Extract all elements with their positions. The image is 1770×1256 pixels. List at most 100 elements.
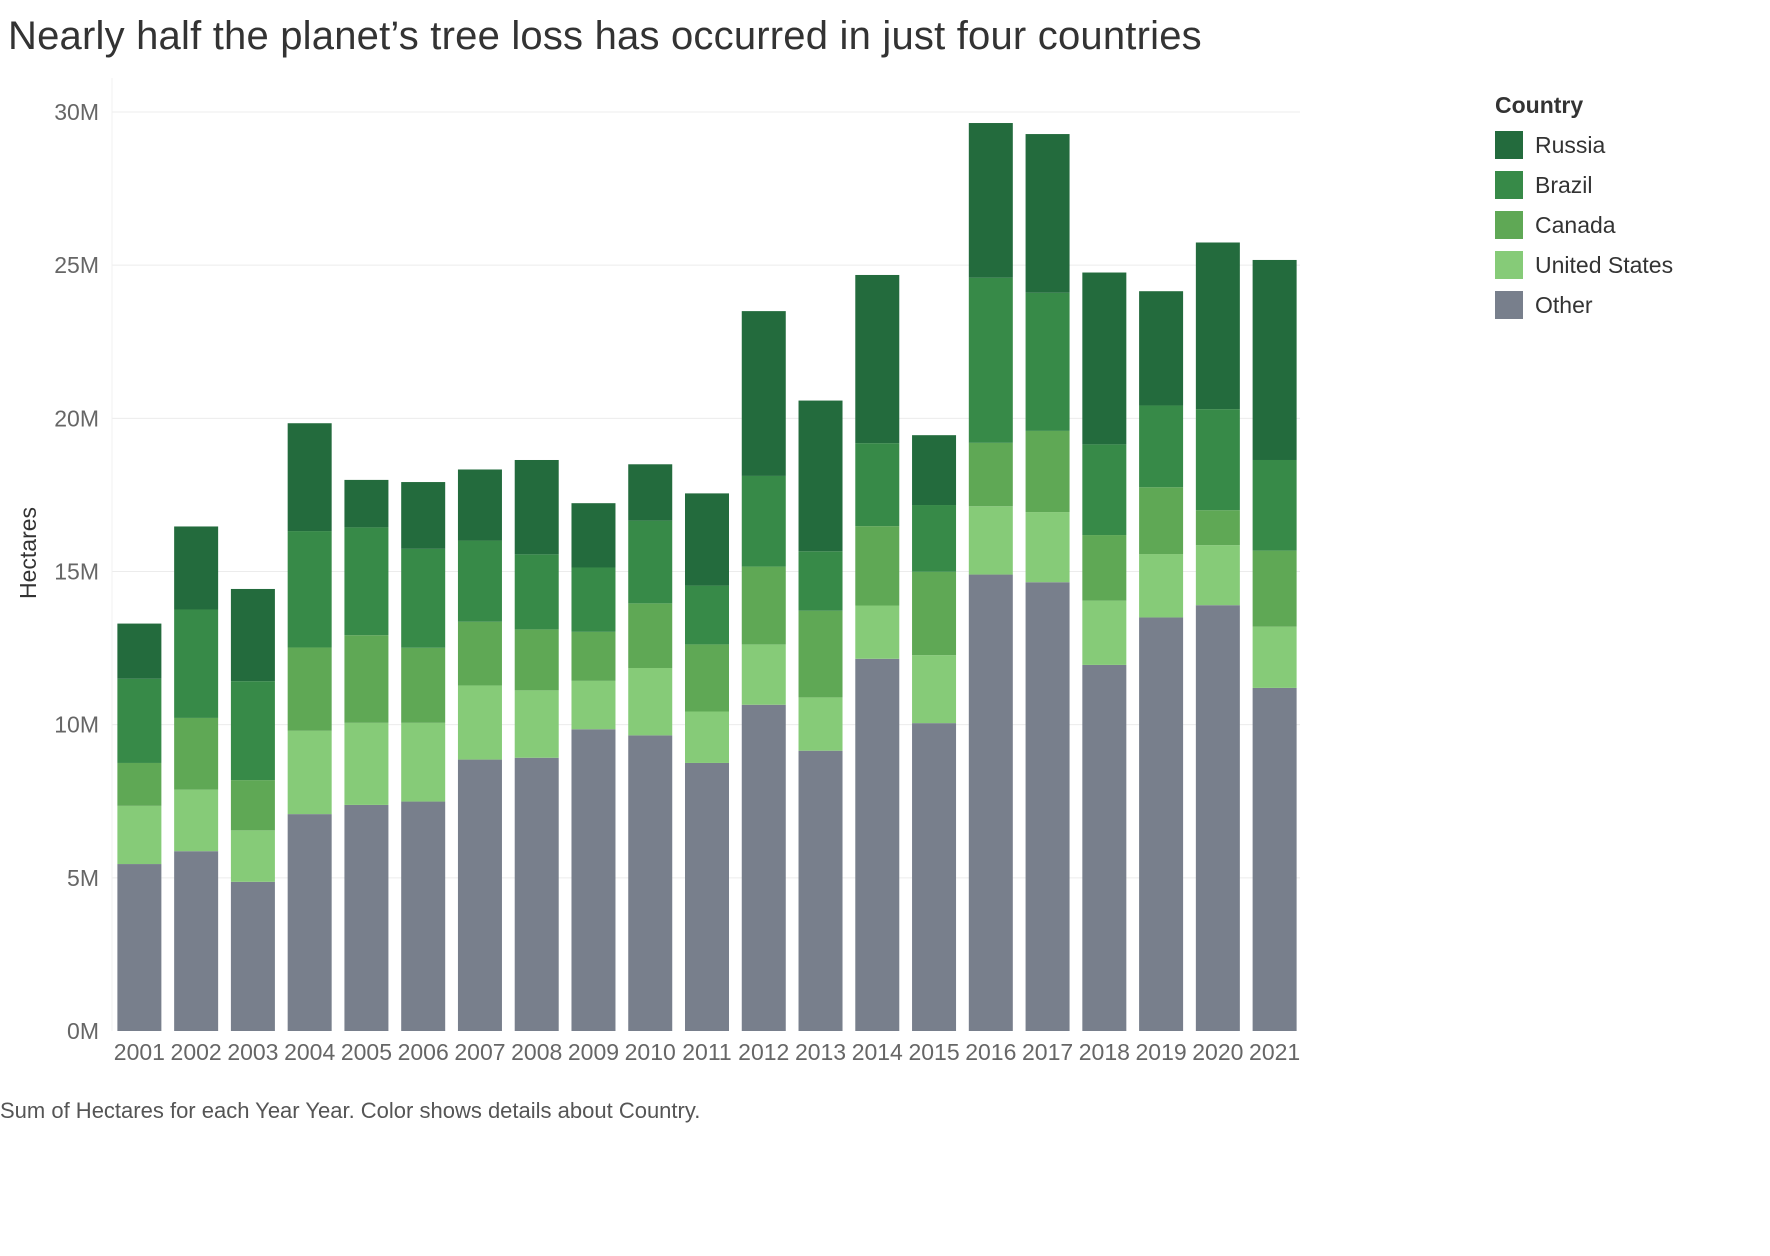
bar-segment-united-states[interactable] — [1195, 545, 1240, 606]
bar-segment-russia[interactable] — [571, 503, 616, 568]
bar-segment-brazil[interactable] — [571, 567, 616, 632]
bar-segment-other[interactable] — [117, 864, 162, 1031]
bar-segment-russia[interactable] — [287, 423, 332, 532]
bar-segment-united-states[interactable] — [685, 711, 729, 763]
bar-segment-brazil[interactable] — [741, 475, 786, 567]
legend-item[interactable]: Other — [1495, 285, 1673, 325]
bar-segment-united-states[interactable] — [912, 655, 957, 724]
bar-segment-other[interactable] — [344, 804, 389, 1031]
bar-segment-other[interactable] — [174, 851, 219, 1031]
bar-segment-united-states[interactable] — [1025, 512, 1070, 583]
bar-segment-united-states[interactable] — [401, 722, 446, 802]
bar-segment-other[interactable] — [1025, 582, 1070, 1031]
bar-segment-brazil[interactable] — [912, 505, 957, 572]
bar-segment-brazil[interactable] — [344, 527, 389, 636]
bar-segment-united-states[interactable] — [628, 667, 673, 736]
bar-segment-other[interactable] — [685, 762, 729, 1031]
bar-segment-canada[interactable] — [117, 762, 162, 806]
bar-segment-russia[interactable] — [174, 526, 219, 610]
bar-segment-canada[interactable] — [230, 780, 275, 831]
bar-segment-russia[interactable] — [798, 400, 843, 552]
bar-segment-united-states[interactable] — [968, 506, 1013, 575]
bar-segment-other[interactable] — [1252, 687, 1297, 1031]
bar-segment-other[interactable] — [855, 658, 900, 1031]
bar-segment-russia[interactable] — [457, 469, 502, 541]
bar-segment-other[interactable] — [401, 801, 446, 1031]
bar-segment-brazil[interactable] — [685, 585, 729, 645]
bar-segment-united-states[interactable] — [1082, 600, 1127, 665]
bar-segment-brazil[interactable] — [457, 540, 502, 622]
bar-segment-canada[interactable] — [1082, 535, 1127, 601]
bar-segment-brazil[interactable] — [1252, 459, 1297, 551]
bar-segment-canada[interactable] — [1025, 430, 1070, 513]
bar-segment-canada[interactable] — [798, 610, 843, 698]
bar-segment-united-states[interactable] — [1252, 626, 1297, 688]
bar-segment-brazil[interactable] — [1082, 444, 1127, 536]
bar-segment-brazil[interactable] — [401, 548, 446, 648]
bar-segment-canada[interactable] — [457, 621, 502, 686]
bar-segment-other[interactable] — [457, 759, 502, 1031]
bar-segment-brazil[interactable] — [514, 554, 559, 630]
bar-segment-canada[interactable] — [741, 566, 786, 645]
bar-segment-united-states[interactable] — [514, 690, 559, 758]
bar-segment-russia[interactable] — [344, 479, 389, 528]
bar-segment-brazil[interactable] — [1139, 405, 1184, 488]
bar-segment-russia[interactable] — [401, 482, 446, 549]
bar-segment-russia[interactable] — [1139, 291, 1184, 406]
bar-segment-brazil[interactable] — [174, 609, 219, 718]
bar-segment-other[interactable] — [741, 704, 786, 1031]
bar-segment-other[interactable] — [514, 757, 559, 1031]
bar-segment-canada[interactable] — [1139, 487, 1184, 555]
bar-segment-canada[interactable] — [855, 526, 900, 606]
bar-segment-russia[interactable] — [230, 588, 275, 682]
bar-segment-united-states[interactable] — [344, 722, 389, 805]
bar-segment-canada[interactable] — [1195, 510, 1240, 546]
bar-segment-other[interactable] — [968, 574, 1013, 1031]
bar-segment-canada[interactable] — [685, 644, 729, 712]
bar-segment-canada[interactable] — [174, 717, 219, 790]
bar-segment-canada[interactable] — [968, 442, 1013, 507]
bar-segment-russia[interactable] — [514, 459, 559, 555]
bar-segment-canada[interactable] — [287, 647, 332, 731]
bar-segment-russia[interactable] — [912, 435, 957, 506]
bar-segment-canada[interactable] — [912, 571, 957, 656]
bar-segment-russia[interactable] — [855, 274, 900, 444]
bar-segment-other[interactable] — [230, 881, 275, 1031]
bar-segment-canada[interactable] — [628, 603, 673, 668]
bar-segment-russia[interactable] — [117, 623, 162, 679]
bar-segment-united-states[interactable] — [1139, 554, 1184, 618]
bar-segment-brazil[interactable] — [628, 520, 673, 604]
bar-segment-united-states[interactable] — [230, 830, 275, 882]
bar-segment-other[interactable] — [912, 723, 957, 1031]
bar-segment-other[interactable] — [1195, 605, 1240, 1031]
bar-segment-russia[interactable] — [968, 123, 1013, 278]
bar-segment-brazil[interactable] — [287, 531, 332, 648]
bar-segment-other[interactable] — [1139, 617, 1184, 1031]
bar-segment-other[interactable] — [628, 735, 673, 1031]
bar-segment-russia[interactable] — [685, 493, 729, 586]
bar-segment-russia[interactable] — [1025, 134, 1070, 293]
bar-segment-other[interactable] — [1082, 664, 1127, 1031]
bar-segment-russia[interactable] — [628, 464, 673, 521]
bar-segment-russia[interactable] — [1195, 242, 1240, 410]
bar-segment-united-states[interactable] — [855, 605, 900, 659]
bar-segment-canada[interactable] — [514, 629, 559, 691]
bar-segment-united-states[interactable] — [174, 789, 219, 852]
bar-segment-united-states[interactable] — [798, 697, 843, 751]
bar-segment-brazil[interactable] — [230, 681, 275, 781]
bar-segment-brazil[interactable] — [1195, 409, 1240, 511]
bar-segment-united-states[interactable] — [287, 730, 332, 815]
bar-segment-canada[interactable] — [401, 647, 446, 723]
bar-segment-russia[interactable] — [1082, 272, 1127, 445]
legend-item[interactable]: United States — [1495, 245, 1673, 285]
bar-segment-brazil[interactable] — [855, 443, 900, 527]
bar-segment-canada[interactable] — [1252, 550, 1297, 627]
bar-segment-canada[interactable] — [571, 631, 616, 681]
bar-segment-canada[interactable] — [344, 635, 389, 723]
bar-segment-other[interactable] — [287, 814, 332, 1031]
bar-segment-russia[interactable] — [741, 311, 786, 476]
legend-item[interactable]: Russia — [1495, 125, 1673, 165]
bar-segment-brazil[interactable] — [968, 277, 1013, 443]
bar-segment-united-states[interactable] — [741, 644, 786, 705]
legend-item[interactable]: Canada — [1495, 205, 1673, 245]
